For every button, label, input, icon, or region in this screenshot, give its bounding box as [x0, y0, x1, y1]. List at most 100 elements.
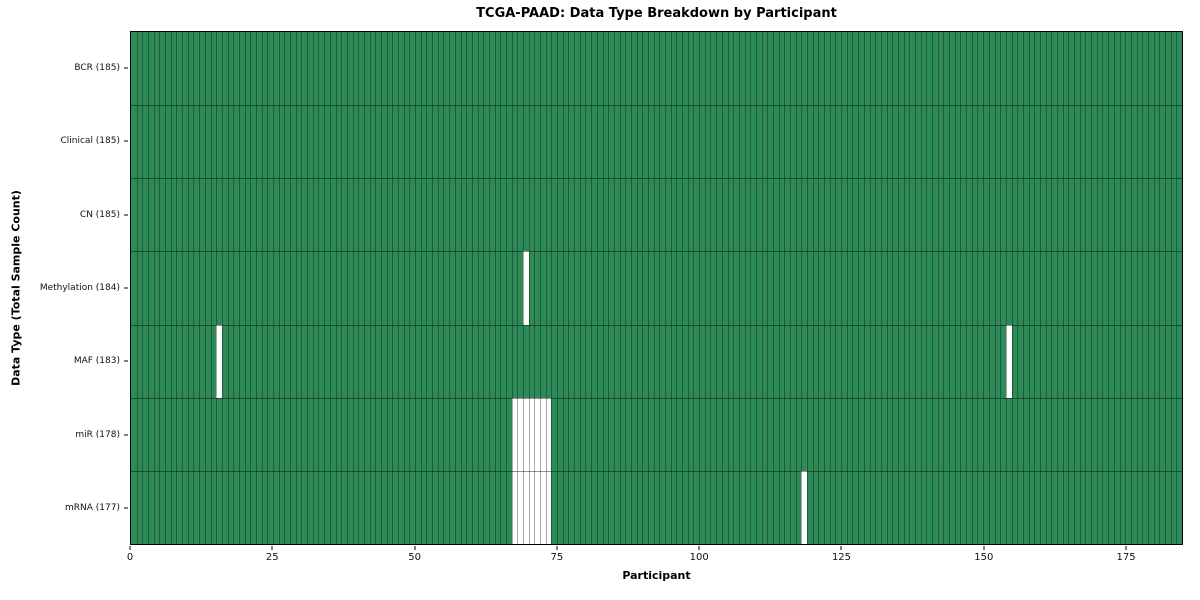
- cell-border: [824, 32, 826, 544]
- cell-border: [897, 32, 899, 544]
- cell-border: [949, 32, 951, 544]
- cell-border: [568, 32, 570, 544]
- cell-border: [153, 32, 155, 544]
- cell-border: [1147, 32, 1149, 544]
- x-tick-label-50: 50: [408, 552, 421, 563]
- cell-border: [875, 32, 877, 544]
- cell-border: [1034, 32, 1036, 544]
- row-border: [131, 251, 1182, 253]
- cell-border: [846, 32, 848, 544]
- y-axis: BCR (185) Clinical (185) CN (185) Methylati…: [0, 31, 130, 545]
- cell-border: [1051, 32, 1053, 544]
- cell-border: [290, 32, 292, 544]
- cell-border: [159, 32, 161, 544]
- absent-cell-Methylation-69: [522, 251, 529, 325]
- absent-cell-mRNA-70: [528, 470, 535, 544]
- x-tick-mark: [1125, 546, 1127, 550]
- absent-cell-MAF-15: [216, 324, 222, 398]
- cell-border: [233, 32, 235, 544]
- cell-border: [329, 32, 331, 544]
- cell-border: [1039, 32, 1041, 544]
- cell-border: [415, 32, 417, 544]
- cell-border: [1164, 32, 1166, 544]
- cell-border: [522, 32, 524, 544]
- x-tick-label-100: 100: [689, 552, 709, 563]
- cell-border: [1085, 32, 1087, 544]
- cell-border: [403, 32, 405, 544]
- cell-border: [738, 32, 740, 544]
- cell-border: [244, 32, 246, 544]
- cell-border: [443, 32, 445, 544]
- cell-border: [136, 32, 138, 544]
- absent-cell-mRNA-73: [545, 470, 552, 544]
- cell-border: [721, 32, 723, 544]
- cell-border: [591, 32, 593, 544]
- cell-border: [653, 32, 655, 544]
- cell-border: [1113, 32, 1115, 544]
- cell-border: [1022, 32, 1024, 544]
- cell-border: [807, 32, 809, 544]
- cell-border: [602, 32, 604, 544]
- cell-border: [784, 32, 786, 544]
- cell-border: [710, 32, 712, 544]
- cell-border: [358, 32, 360, 544]
- cell-border: [801, 32, 803, 544]
- cell-border: [1096, 32, 1098, 544]
- cell-border: [170, 32, 172, 544]
- cell-border: [210, 32, 212, 544]
- cell-border: [545, 32, 547, 544]
- absent-cell-mRNA-71: [534, 470, 541, 544]
- cell-border: [1062, 32, 1064, 544]
- cell-border: [551, 32, 553, 544]
- absent-cell-miR-67: [511, 397, 518, 471]
- x-tick-mark: [840, 546, 842, 550]
- cell-border: [704, 32, 706, 544]
- cell-border: [682, 32, 684, 544]
- cell-border: [630, 32, 632, 544]
- cell-border: [767, 32, 769, 544]
- y-tick-label-CN: CN (185): [79, 209, 120, 220]
- cell-border: [943, 32, 945, 544]
- cell-border: [477, 32, 479, 544]
- chart-title: TCGA-PAAD: Data Type Breakdown by Partic…: [476, 6, 837, 21]
- cell-border: [380, 32, 382, 544]
- cell-border: [250, 32, 252, 544]
- y-tick-label-Clinical: Clinical (185): [60, 136, 120, 147]
- cell-border: [625, 32, 627, 544]
- cell-border: [636, 32, 638, 544]
- cell-border: [1125, 32, 1127, 544]
- cell-border: [926, 32, 928, 544]
- cell-border: [517, 32, 519, 544]
- x-tick-mark: [556, 546, 558, 550]
- cell-border: [670, 32, 672, 544]
- y-tick-mark: [124, 360, 128, 362]
- cell-border: [182, 32, 184, 544]
- absent-cell-mRNA-118: [801, 470, 808, 544]
- cell-border: [1074, 32, 1076, 544]
- cell-border: [500, 32, 502, 544]
- cell-border: [977, 32, 979, 544]
- cell-border: [914, 32, 916, 544]
- x-axis-label: Participant: [622, 569, 691, 582]
- cell-border: [505, 32, 507, 544]
- cell-border: [511, 32, 513, 544]
- x-tick-label-75: 75: [550, 552, 564, 563]
- cell-border: [454, 32, 456, 544]
- cell-border: [557, 32, 559, 544]
- x-tick-mark: [414, 546, 416, 550]
- plot-area: PresentAbsent: [130, 31, 1183, 545]
- cell-border: [1142, 32, 1144, 544]
- cell-border: [1000, 32, 1002, 544]
- cell-border: [318, 32, 320, 544]
- y-tick-label-miR: miR (178): [75, 429, 120, 440]
- cell-border: [1153, 32, 1155, 544]
- cell-border: [1079, 32, 1081, 544]
- x-tick-label-175: 175: [1116, 552, 1136, 563]
- cell-border: [267, 32, 269, 544]
- cell-border: [494, 32, 496, 544]
- cell-border: [148, 32, 150, 544]
- x-tick-label-0: 0: [126, 552, 134, 563]
- cell-border: [852, 32, 854, 544]
- cell-border: [227, 32, 229, 544]
